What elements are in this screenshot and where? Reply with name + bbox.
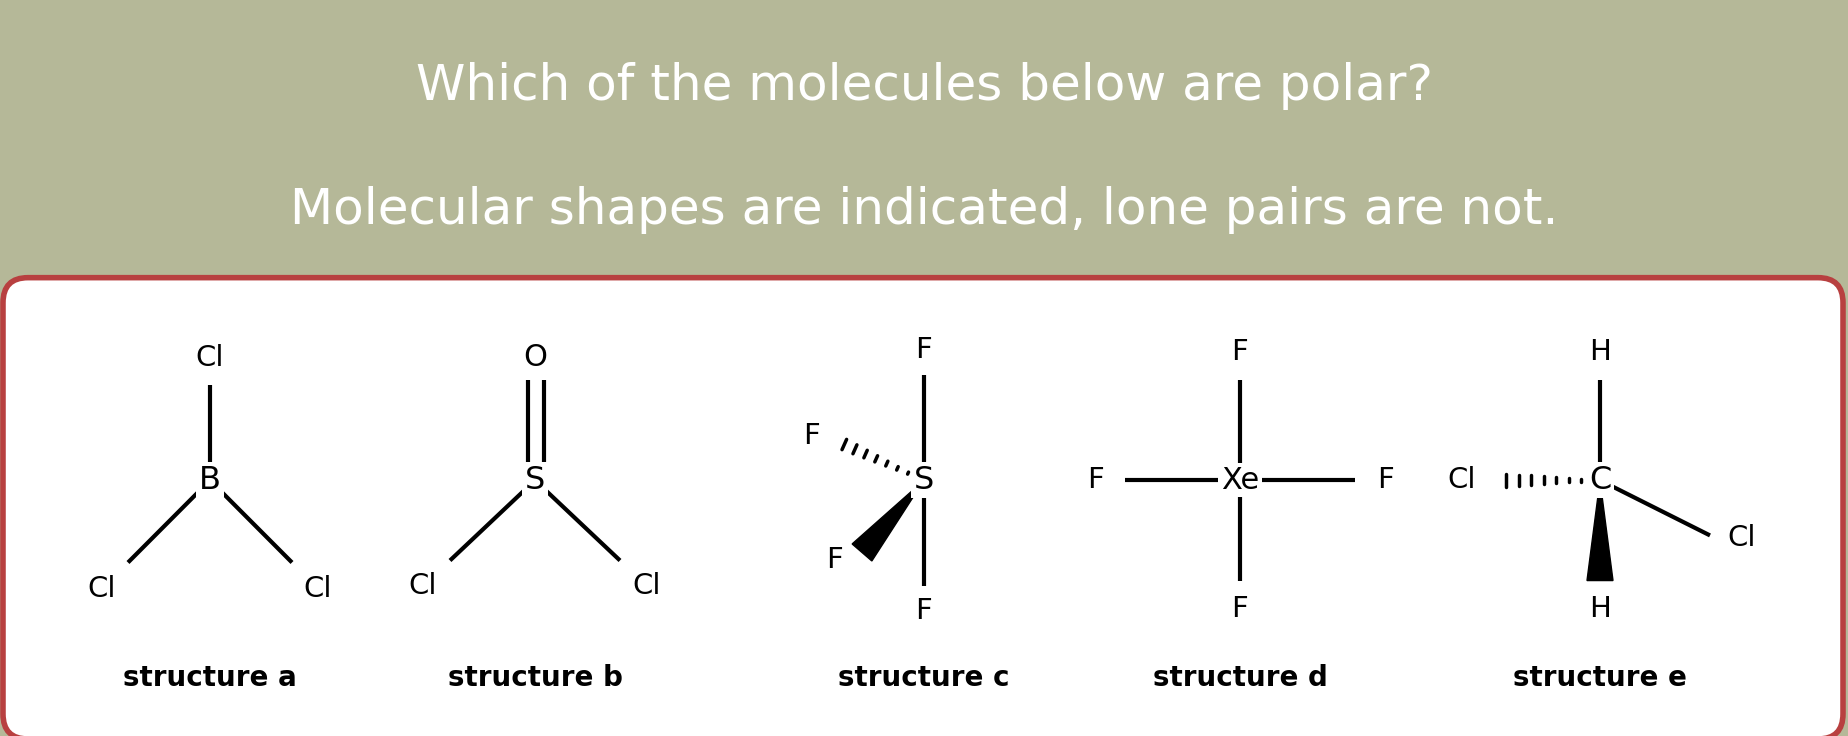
Text: Cl: Cl [632,572,662,600]
Polygon shape [1587,481,1613,581]
Text: O: O [523,344,547,372]
Text: Cl: Cl [196,344,224,372]
Text: Cl: Cl [408,572,438,600]
Text: F: F [826,547,843,575]
Text: F: F [1231,595,1249,623]
Text: Cl: Cl [1447,466,1477,495]
Text: Xe: Xe [1222,466,1258,495]
Text: structure c: structure c [839,664,1009,692]
Text: structure a: structure a [124,664,298,692]
Text: Cl: Cl [1728,525,1756,553]
Text: F: F [1231,338,1249,366]
Text: structure b: structure b [447,664,623,692]
Polygon shape [852,481,924,561]
Text: S: S [525,464,545,496]
Text: F: F [915,597,933,625]
Text: F: F [1377,466,1393,495]
FancyBboxPatch shape [4,277,1842,736]
Text: Which of the molecules below are polar?: Which of the molecules below are polar? [416,62,1432,110]
Text: H: H [1589,595,1611,623]
Text: structure e: structure e [1514,664,1687,692]
Text: F: F [1087,466,1103,495]
Text: C: C [1589,464,1611,496]
Text: Cl: Cl [87,575,116,603]
Text: structure d: structure d [1153,664,1327,692]
Text: B: B [200,464,222,496]
Text: Molecular shapes are indicated, lone pairs are not.: Molecular shapes are indicated, lone pai… [290,185,1558,233]
Text: F: F [915,336,933,364]
Text: F: F [802,422,819,450]
Text: Cl: Cl [303,575,333,603]
Text: S: S [915,464,933,496]
Text: H: H [1589,338,1611,366]
